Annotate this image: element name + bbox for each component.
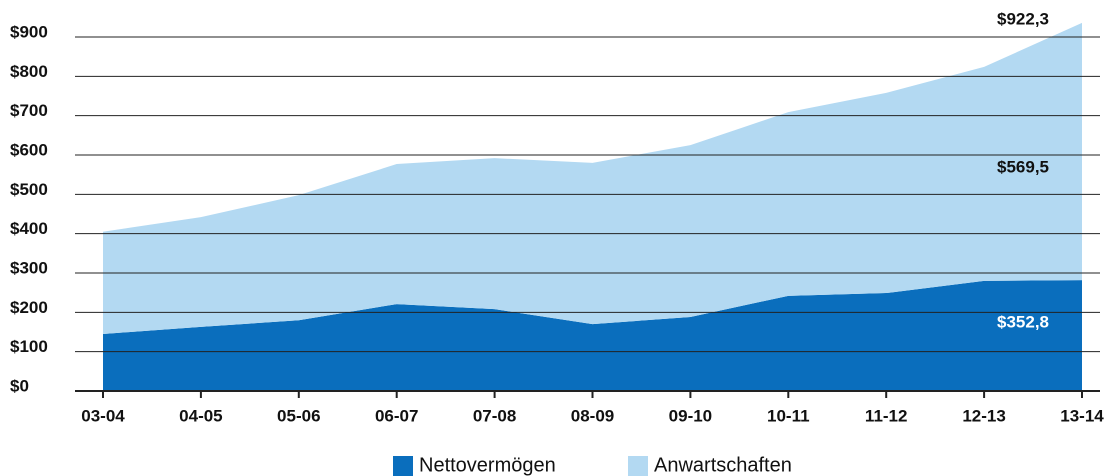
y-tick-label: $500 [10,180,48,199]
y-tick-label: $400 [10,219,48,238]
area [103,280,1082,391]
legend-swatch [393,456,413,476]
y-tick-label: $0 [10,376,29,395]
y-tick-label: $300 [10,258,48,277]
x-tick-label: 09-10 [669,406,712,425]
x-tick-label: 12-13 [962,406,1005,425]
area [103,22,1082,334]
x-tick-label: 06-07 [375,406,418,425]
legend-label: Anwartschaften [654,454,792,476]
y-tick-label: $600 [10,140,48,159]
y-tick-label: $100 [10,337,48,356]
annotation: $352,8 [997,312,1049,331]
x-tick-label: 05-06 [277,406,320,425]
y-tick-label: $900 [10,22,48,41]
x-tick-label: 03-04 [81,406,125,425]
x-tick-label: 13-14 [1060,406,1104,425]
annotation: $922,3 [997,9,1049,28]
annotation: $569,5 [997,157,1049,176]
legend-label: Nettovermögen [419,454,556,476]
x-tick-label: 04-05 [179,406,222,425]
y-tick-label: $800 [10,62,48,81]
x-tick-label: 07-08 [473,406,516,425]
y-tick-label: $200 [10,298,48,317]
x-tick-label: 11-12 [865,406,908,425]
x-tick-label: 08-09 [571,406,614,425]
legend-swatch [628,456,648,476]
y-tick-label: $700 [10,101,48,120]
x-tick-label: 10-11 [767,406,810,425]
